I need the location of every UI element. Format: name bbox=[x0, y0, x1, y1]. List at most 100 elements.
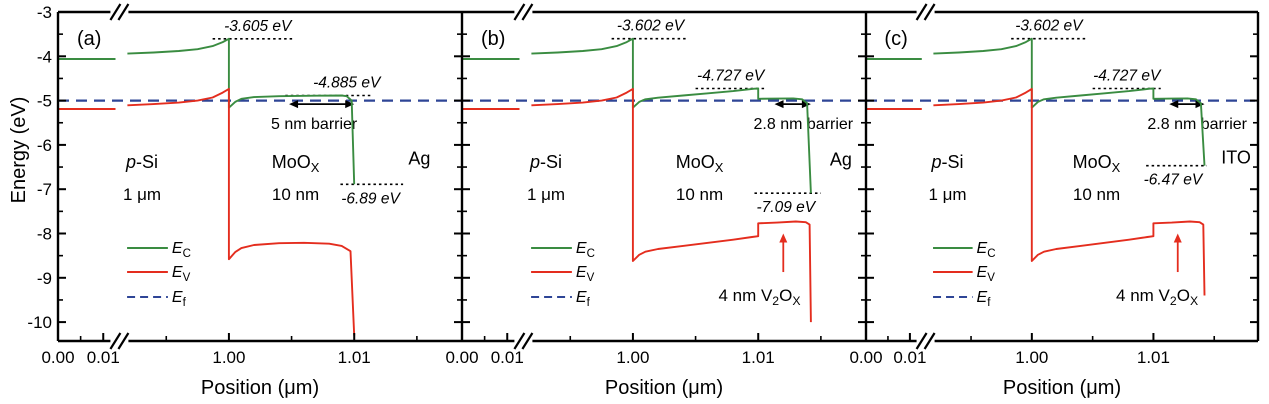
contact-label: ITO bbox=[1221, 148, 1251, 168]
x-tick-label: 1.01 bbox=[1137, 348, 1170, 367]
x-tick-label: 0.01 bbox=[491, 348, 524, 367]
contact-label: Ag bbox=[408, 148, 430, 168]
si-peak-annotation: -3.605 eV bbox=[224, 18, 293, 35]
region-size-psi: 1 μm bbox=[928, 185, 966, 204]
x-axis-title: Position (μm) bbox=[605, 377, 723, 399]
si-peak-annotation: -3.602 eV bbox=[1015, 18, 1084, 35]
v2ox-annotation: 4 nm V2OX bbox=[718, 286, 800, 308]
axis-break-gap bbox=[514, 338, 533, 344]
moox-level-annotation: -4.727 eV bbox=[1093, 68, 1162, 85]
panel-label: (b) bbox=[481, 28, 505, 50]
axis-break-gap bbox=[110, 338, 129, 344]
v2ox-arrowhead bbox=[779, 233, 788, 243]
panel-c: -3.602 eV -4.727 eV -6.47 eV 2.8 nm barrier… bbox=[849, 3, 1260, 399]
legend-label-ev: EV bbox=[172, 264, 191, 284]
axis-break-slash bbox=[109, 3, 122, 21]
axis-break-slash bbox=[923, 332, 936, 350]
contact-level-annotation: -6.89 eV bbox=[341, 190, 401, 207]
barrier-arrowhead-left bbox=[774, 100, 784, 109]
barrier-arrowhead-left bbox=[289, 100, 299, 109]
y-tick-label: -10 bbox=[27, 313, 52, 332]
legend-label-ev: EV bbox=[977, 264, 996, 284]
y-tick-label: -6 bbox=[37, 136, 52, 155]
legend-label-ec: EC bbox=[576, 240, 595, 260]
x-axis-title: Position (μm) bbox=[1003, 377, 1121, 399]
x-tick-label: 1.01 bbox=[742, 348, 775, 367]
region-size-psi: 1 μm bbox=[527, 185, 565, 204]
axis-break-slash bbox=[513, 3, 526, 21]
panel-label: (a) bbox=[77, 28, 101, 50]
legend-label-ec: EC bbox=[977, 240, 996, 260]
ec-curve bbox=[933, 37, 1206, 166]
contact-level-annotation: -6.47 eV bbox=[1144, 172, 1204, 189]
region-size-moox: 10 nm bbox=[272, 185, 319, 204]
barrier-annotation: 2.8 nm barrier bbox=[754, 116, 854, 133]
axis-break-slash bbox=[109, 332, 122, 350]
panel-a: -3.605 eV -4.885 eV -6.89 eV 5 nm barrier -3… bbox=[27, 3, 462, 399]
x-tick-label: 0.01 bbox=[87, 348, 120, 367]
moox-level-annotation: -4.727 eV bbox=[697, 68, 766, 85]
x-tick-label: 0.00 bbox=[849, 348, 882, 367]
legend-label-ef: Ef bbox=[977, 289, 992, 309]
axis-break-slash bbox=[513, 332, 526, 350]
x-tick-label: 1.00 bbox=[616, 348, 649, 367]
axis-break-gap bbox=[916, 338, 935, 344]
ec-curve bbox=[531, 37, 812, 194]
v2ox-arrowhead bbox=[1173, 233, 1182, 243]
barrier-arrowhead-left bbox=[1169, 100, 1179, 109]
panel-b: -3.602 eV -4.727 eV -7.09 eV 2.8 nm barrier… bbox=[445, 3, 866, 399]
y-axis-title: Energy (eV) bbox=[8, 97, 30, 204]
region-size-moox: 10 nm bbox=[676, 185, 723, 204]
y-tick-label: -5 bbox=[37, 92, 52, 111]
legend-label-ec: EC bbox=[172, 240, 191, 260]
x-tick-label: 1.00 bbox=[1015, 348, 1048, 367]
v2ox-annotation: 4 nm V2OX bbox=[1116, 286, 1198, 308]
axis-break-slash bbox=[521, 332, 534, 350]
region-label-psi: p-Si bbox=[931, 152, 964, 172]
legend-label-ef: Ef bbox=[576, 289, 591, 309]
axis-break-gap bbox=[110, 9, 129, 15]
contact-label: Ag bbox=[830, 150, 852, 170]
ec-curve bbox=[127, 37, 356, 185]
axis-break-gap bbox=[514, 9, 533, 15]
x-axis-title: Position (μm) bbox=[201, 377, 319, 399]
x-tick-label: 1.00 bbox=[212, 348, 245, 367]
region-size-psi: 1 μm bbox=[123, 185, 161, 204]
legend-label-ef: Ef bbox=[172, 289, 187, 309]
region-label-psi: p-Si bbox=[125, 152, 158, 172]
barrier-annotation: 5 nm barrier bbox=[271, 116, 358, 133]
y-tick-label: -7 bbox=[37, 180, 52, 199]
barrier-arrowhead-right bbox=[345, 100, 355, 109]
x-tick-label: 0.00 bbox=[445, 348, 478, 367]
region-label-psi: p-Si bbox=[529, 152, 562, 172]
panel-label: (c) bbox=[884, 28, 907, 50]
x-tick-label: 0.01 bbox=[893, 348, 926, 367]
barrier-annotation: 2.8 nm barrier bbox=[1147, 116, 1247, 133]
ev-curve bbox=[933, 87, 1206, 296]
contact-level-annotation: -7.09 eV bbox=[756, 199, 816, 216]
axis-break-slash bbox=[117, 332, 130, 350]
si-peak-annotation: -3.602 eV bbox=[617, 18, 686, 35]
y-tick-label: -8 bbox=[37, 225, 52, 244]
ev-curve bbox=[531, 87, 812, 323]
axis-break-slash bbox=[923, 3, 936, 21]
y-tick-label: -9 bbox=[37, 269, 52, 288]
y-tick-label: -4 bbox=[37, 47, 52, 66]
legend-label-ev: EV bbox=[576, 264, 595, 284]
axis-break-slash bbox=[915, 3, 928, 21]
y-tick-label: -3 bbox=[37, 3, 52, 22]
region-label-moox: MoOX bbox=[272, 152, 320, 175]
moox-level-annotation: -4.885 eV bbox=[313, 75, 382, 92]
ev-curve bbox=[127, 87, 356, 336]
region-label-moox: MoOX bbox=[1073, 152, 1121, 175]
axis-break-slash bbox=[521, 3, 534, 21]
axis-break-gap bbox=[916, 9, 935, 15]
axis-break-slash bbox=[915, 332, 928, 350]
x-tick-label: 1.01 bbox=[338, 348, 371, 367]
axis-break-slash bbox=[117, 3, 130, 21]
region-size-moox: 10 nm bbox=[1073, 185, 1120, 204]
x-tick-label: 0.00 bbox=[41, 348, 74, 367]
region-label-moox: MoOX bbox=[676, 152, 724, 175]
